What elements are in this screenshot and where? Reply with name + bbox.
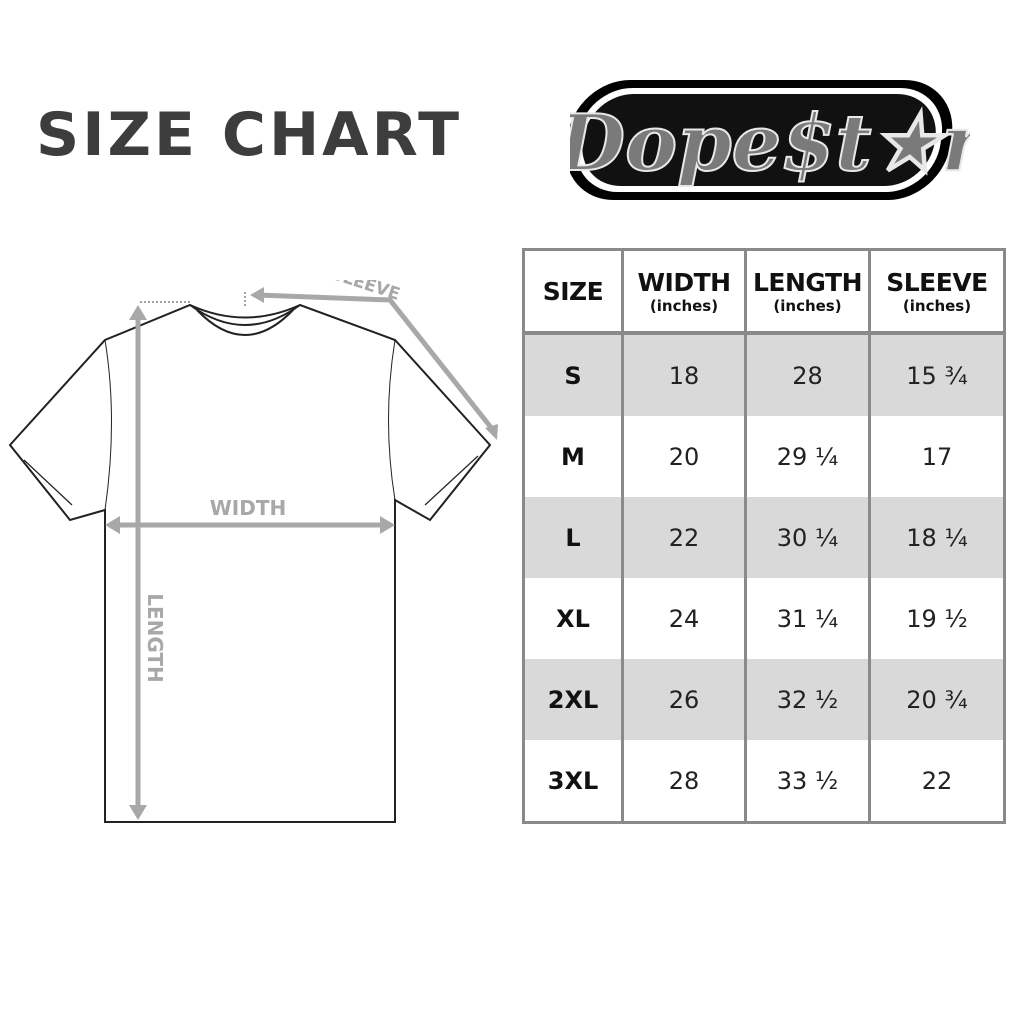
length-label: LENGTH [143, 593, 167, 683]
header-label: SIZE [542, 276, 604, 306]
measurement-cell: 28 [744, 331, 871, 416]
size-cell: L [522, 497, 624, 578]
measurement-cell: 18 [621, 331, 747, 416]
size-cell: 2XL [522, 659, 624, 740]
measurement-cell: 32 ½ [744, 659, 871, 740]
table-row: S 18 28 15 ¾ [522, 331, 1006, 416]
measurement-cell: 20 ¾ [868, 659, 1006, 740]
measurement-cell: 20 [621, 416, 747, 497]
size-cell: XL [522, 578, 624, 659]
length-arrow [129, 305, 147, 820]
measurement-cell: 31 ¼ [744, 578, 871, 659]
measurement-cell: 22 [868, 740, 1006, 823]
size-cell: M [522, 416, 624, 497]
measurement-cell: 18 ¼ [868, 497, 1006, 578]
measurement-cell: 24 [621, 578, 747, 659]
measurement-cell: 26 [621, 659, 747, 740]
measurement-cell: 19 ½ [868, 578, 1006, 659]
header-size: SIZE [522, 248, 624, 335]
header-label: SLEEVE [886, 267, 988, 297]
table-row: 2XL 26 32 ½ 20 ¾ [522, 659, 1006, 740]
table-row: L 22 30 ¼ 18 ¼ [522, 497, 1006, 578]
header-length: LENGTH (inches) [744, 248, 871, 335]
sleeve-arrow [250, 287, 498, 440]
header-sleeve: SLEEVE (inches) [868, 248, 1006, 335]
width-arrow [105, 516, 395, 534]
table-header-row: SIZE WIDTH (inches) LENGTH (inches) SLEEVE… [522, 248, 1006, 335]
header-unit: (inches) [649, 296, 719, 315]
measurement-cell: 17 [868, 416, 1006, 497]
dopestar-logo: Dope$t★r [570, 80, 970, 200]
measurement-cell: 15 ¾ [868, 331, 1006, 416]
header-unit: (inches) [773, 296, 842, 315]
page-title: SIZE CHART [36, 100, 463, 170]
svg-text:Dope$t★r: Dope$t★r [570, 98, 970, 189]
header-unit: (inches) [902, 296, 972, 315]
size-cell: 3XL [522, 740, 624, 823]
measurement-cell: 28 [621, 740, 747, 823]
tshirt-outline [8, 303, 492, 823]
measurement-cell: 22 [621, 497, 747, 578]
header-width: WIDTH (inches) [621, 248, 747, 335]
tshirt-diagram: SLEEVE WIDTH LENGTH [8, 280, 498, 823]
header-label: LENGTH [753, 267, 863, 297]
header-label: WIDTH [637, 267, 731, 297]
measurement-cell: 33 ½ [744, 740, 871, 823]
measurement-cell: 29 ¼ [744, 416, 871, 497]
width-label: WIDTH [210, 496, 286, 520]
size-cell: S [522, 331, 624, 416]
table-row: M 20 29 ¼ 17 [522, 416, 1006, 497]
table-row: 3XL 28 33 ½ 22 [522, 740, 1006, 823]
measurement-cell: 30 ¼ [744, 497, 871, 578]
size-table: SIZE WIDTH (inches) LENGTH (inches) SLEEVE… [522, 248, 1006, 824]
table-row: XL 24 31 ¼ 19 ½ [522, 578, 1006, 659]
